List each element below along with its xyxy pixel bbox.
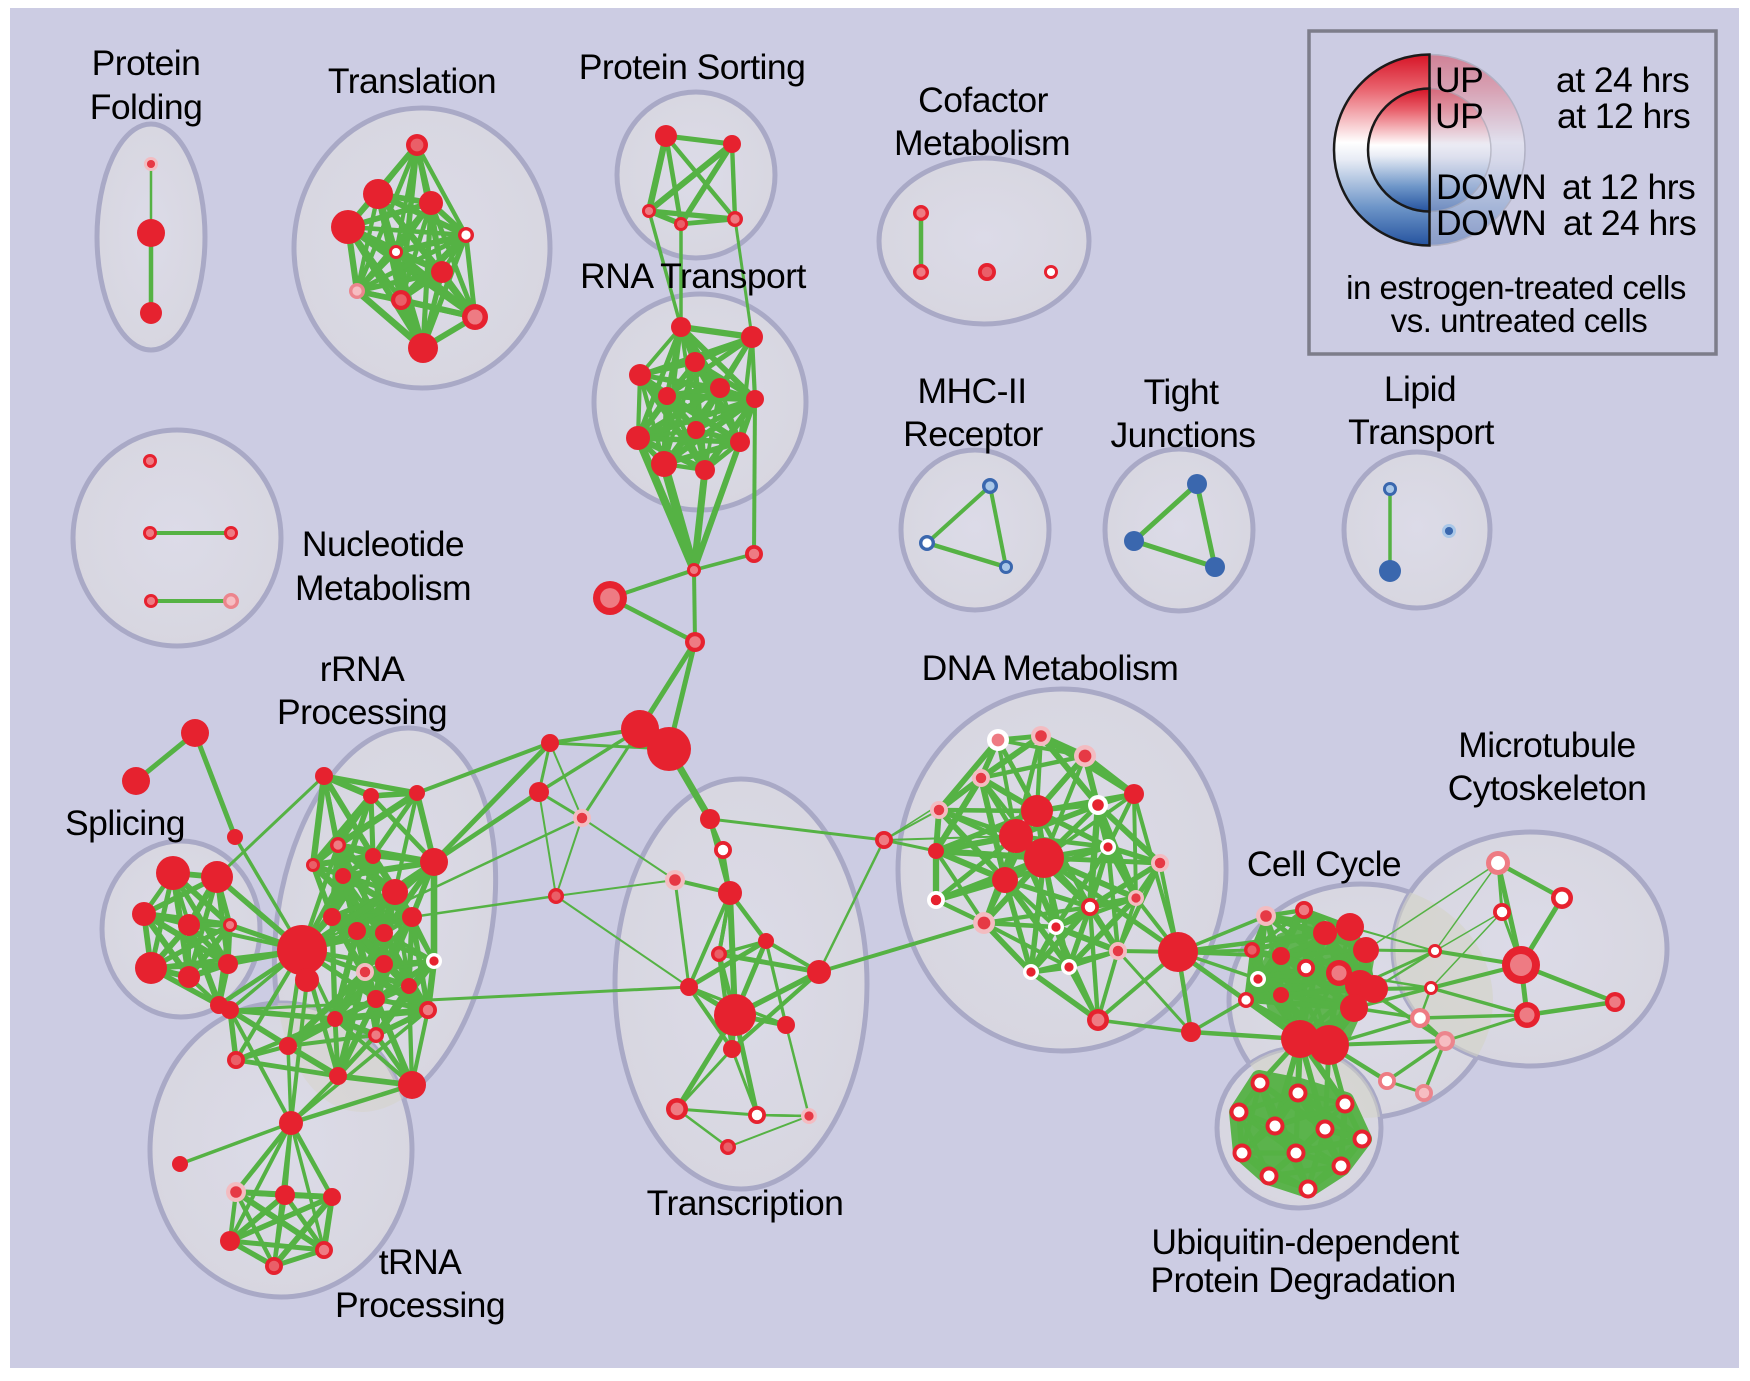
svg-text:Junctions: Junctions	[1110, 415, 1255, 455]
svg-text:tRNA: tRNA	[379, 1242, 462, 1282]
svg-text:at 12 hrs: at 12 hrs	[1557, 96, 1690, 136]
svg-text:Protein: Protein	[92, 43, 201, 83]
svg-text:UP: UP	[1435, 60, 1483, 100]
svg-text:Cofactor: Cofactor	[918, 80, 1048, 120]
svg-text:at 12 hrs: at 12 hrs	[1562, 167, 1695, 207]
svg-text:vs. untreated cells: vs. untreated cells	[1391, 302, 1647, 339]
svg-text:Processing: Processing	[277, 692, 447, 732]
svg-text:RNA Transport: RNA Transport	[580, 256, 806, 296]
svg-text:Metabolism: Metabolism	[894, 123, 1070, 163]
svg-text:Cell Cycle: Cell Cycle	[1247, 844, 1401, 884]
svg-text:Folding: Folding	[90, 87, 203, 127]
svg-text:DOWN: DOWN	[1436, 203, 1546, 243]
svg-text:Processing: Processing	[335, 1285, 505, 1325]
svg-text:rRNA: rRNA	[320, 649, 405, 689]
svg-text:Ubiquitin-dependent: Ubiquitin-dependent	[1151, 1222, 1459, 1262]
svg-text:Tight: Tight	[1144, 372, 1220, 412]
svg-text:Lipid: Lipid	[1384, 369, 1456, 409]
svg-text:Protein Sorting: Protein Sorting	[579, 47, 806, 87]
svg-text:Translation: Translation	[328, 61, 496, 101]
svg-text:DOWN: DOWN	[1436, 167, 1546, 207]
svg-text:Transport: Transport	[1348, 412, 1494, 452]
svg-text:Cytoskeleton: Cytoskeleton	[1448, 768, 1647, 808]
svg-text:Receptor: Receptor	[903, 414, 1043, 454]
svg-text:Nucleotide: Nucleotide	[302, 524, 464, 564]
svg-text:Splicing: Splicing	[65, 803, 185, 843]
svg-text:Microtubule: Microtubule	[1458, 725, 1635, 765]
svg-text:at 24 hrs: at 24 hrs	[1556, 60, 1689, 100]
svg-text:at 24 hrs: at 24 hrs	[1563, 203, 1696, 243]
svg-text:Metabolism: Metabolism	[295, 568, 471, 608]
svg-text:MHC-II: MHC-II	[917, 371, 1026, 411]
svg-text:in estrogen-treated cells: in estrogen-treated cells	[1346, 269, 1686, 306]
svg-text:Transcription: Transcription	[647, 1183, 844, 1223]
svg-text:Protein Degradation: Protein Degradation	[1150, 1260, 1455, 1300]
svg-text:DNA Metabolism: DNA Metabolism	[922, 648, 1179, 688]
svg-text:UP: UP	[1435, 96, 1483, 136]
